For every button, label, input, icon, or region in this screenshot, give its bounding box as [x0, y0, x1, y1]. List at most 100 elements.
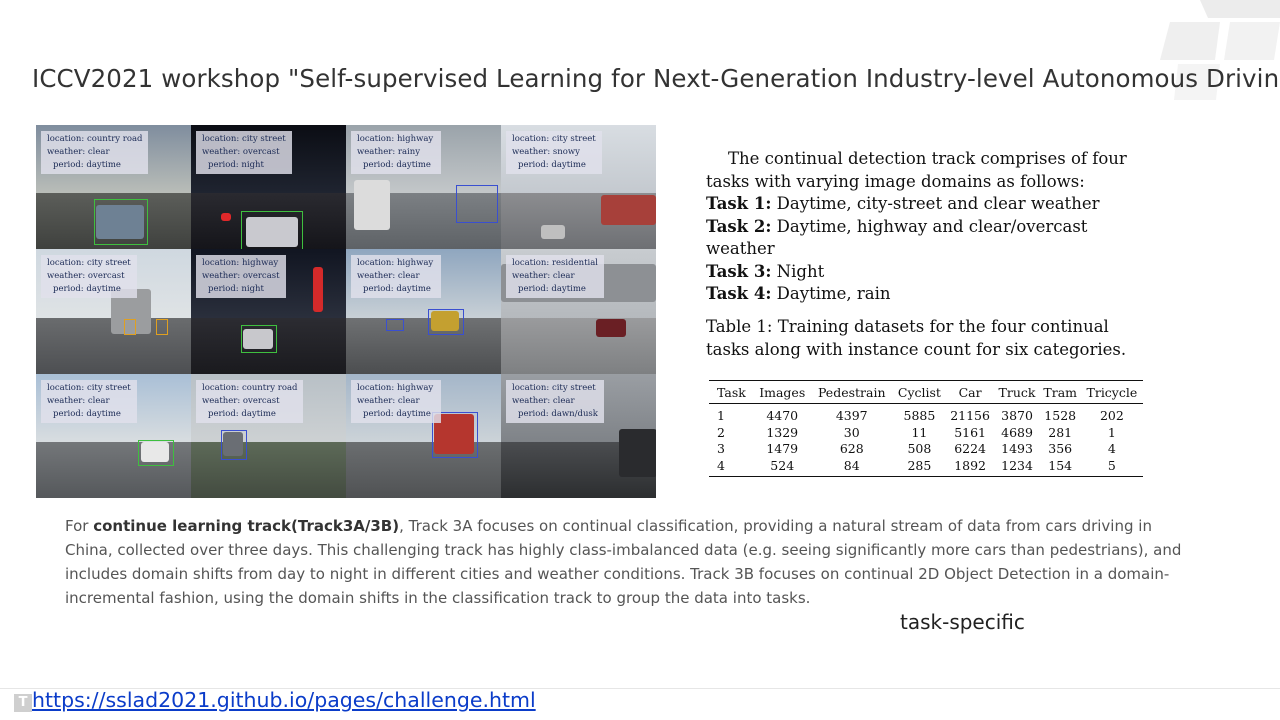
- table-cell: 21156: [950, 408, 990, 423]
- table-cell: 4397: [835, 408, 868, 423]
- table-cell: 1892: [945, 457, 995, 477]
- scene-weather: weather: clear: [512, 271, 575, 282]
- table-cell: 356: [1048, 441, 1073, 456]
- challenge-link[interactable]: https://sslad2021.github.io/pages/challe…: [32, 688, 536, 712]
- table-caption: Table 1: Training datasets for the four …: [706, 317, 1127, 359]
- table-cell: 281: [1048, 424, 1073, 440]
- table-cell: 202: [1099, 408, 1124, 423]
- table-cell: 5: [1080, 457, 1143, 477]
- scene-location: location: highway: [357, 382, 434, 393]
- paragraph-prefix: For: [65, 517, 94, 535]
- scene-weather: weather: clear: [512, 395, 575, 406]
- table-header-cell: Images: [754, 380, 811, 404]
- table-cell: 1234: [994, 457, 1040, 477]
- task-text: Daytime, highway and clear/overcast weat…: [706, 216, 1088, 259]
- table-cell: 1329: [766, 424, 799, 440]
- scene-label: location: highway weather: rainy period:…: [351, 131, 441, 174]
- table-cell: 30: [843, 424, 860, 440]
- scene-period: period: night: [208, 284, 264, 295]
- table-cell: 6224: [954, 441, 986, 456]
- scene-period: period: daytime: [518, 160, 586, 170]
- scene-period: period: daytime: [53, 284, 121, 295]
- scene-label: location: city street weather: clear per…: [41, 379, 137, 423]
- table-header-cell: Tram: [1039, 380, 1081, 404]
- text-frame-icon: T: [14, 694, 32, 712]
- table-cell: 1: [717, 408, 725, 423]
- scene-tile: location: residential weather: clear per…: [501, 249, 656, 374]
- scene-period: period: daytime: [53, 160, 121, 170]
- scene-period: period: daytime: [363, 408, 431, 419]
- table-row: 4 524 84 285 1892 1234 154 5: [709, 457, 1143, 477]
- scene-location: location: residential: [512, 258, 598, 269]
- scene-label: location: country road weather: clear pe…: [41, 131, 149, 174]
- table-cell: 11: [911, 424, 928, 440]
- scene-tile: location: country road weather: clear pe…: [36, 125, 191, 250]
- scene-location: location: city street: [47, 258, 131, 269]
- scene-period: period: daytime: [208, 408, 276, 419]
- table-cell: 5885: [903, 408, 936, 423]
- task-specific-note: task-specific: [900, 610, 1025, 634]
- scene-tile: location: city street weather: clear per…: [501, 373, 656, 498]
- table-cell: 628: [839, 441, 864, 456]
- driving-scene-grid: location: country road weather: clear pe…: [36, 125, 656, 498]
- corner-logo-decoration: [1160, 0, 1280, 100]
- table-header-cell: Truck: [994, 380, 1040, 404]
- scene-tile: location: highway weather: clear period:…: [346, 249, 501, 374]
- scene-weather: weather: rainy: [357, 147, 421, 157]
- scene-tile: location: city street weather: overcast …: [36, 249, 191, 374]
- slide-title: ICCV2021 workshop "Self-supervised Learn…: [32, 64, 1280, 93]
- scene-period: period: daytime: [518, 284, 586, 295]
- scene-period: period: night: [208, 160, 264, 170]
- scene-tile: location: highway weather: overcast peri…: [191, 249, 346, 374]
- table-header-cell: Cyclist: [893, 380, 946, 404]
- scene-label: location: country road weather: overcast…: [196, 379, 304, 423]
- table-cell: 2: [717, 424, 725, 440]
- table-header-cell: Tricycle: [1080, 380, 1143, 404]
- table-header-cell: Car: [945, 380, 995, 404]
- task-label: Task 3:: [706, 261, 772, 281]
- task-label: Task 2:: [706, 216, 772, 236]
- scene-tile: location: city street weather: clear per…: [36, 373, 191, 498]
- scene-label: location: highway weather: clear period:…: [351, 255, 441, 299]
- scene-period: period: dawn/dusk: [518, 408, 598, 419]
- table-header-cell: Task: [709, 380, 755, 404]
- scene-location: location: city street: [512, 382, 596, 393]
- task-item: Task 3: Night: [706, 261, 1156, 284]
- table-cell: 84: [810, 457, 894, 477]
- table-cell: 285: [893, 457, 946, 477]
- paragraph-rest: , Track 3A focuses on continual classifi…: [65, 517, 1182, 607]
- scene-weather: weather: overcast: [202, 147, 280, 157]
- footer-divider: [0, 688, 1280, 689]
- table-header-row: Task Images Pedestrain Cyclist Car Truck…: [709, 380, 1143, 404]
- table-cell: 4: [709, 457, 755, 477]
- dataset-table: Task Images Pedestrain Cyclist Car Truck…: [709, 380, 1143, 477]
- scene-tile: location: country road weather: overcast…: [191, 373, 346, 498]
- description-intro: The continual detection track comprises …: [706, 149, 1127, 191]
- task-text: Daytime, rain: [771, 284, 891, 303]
- table-row: 3 1479 628 508 6224 1493 356 4: [709, 441, 1143, 458]
- table-cell: 4470: [766, 408, 799, 423]
- scene-location: location: highway: [357, 134, 434, 144]
- scene-weather: weather: overcast: [202, 271, 280, 282]
- table-cell: 524: [754, 457, 811, 477]
- scene-location: location: highway: [357, 258, 434, 269]
- scene-label: location: city street weather: clear per…: [506, 379, 604, 423]
- task-item: Task 4: Daytime, rain: [706, 283, 1156, 306]
- track-description: The continual detection track comprises …: [706, 148, 1156, 306]
- table-cell: 3: [717, 441, 725, 456]
- task-text: Daytime, city-street and clear weather: [771, 194, 1100, 213]
- table-cell: 4: [1107, 441, 1116, 456]
- table-cell: 1479: [766, 441, 799, 456]
- scene-weather: weather: overcast: [202, 395, 280, 406]
- scene-period: period: daytime: [53, 408, 121, 419]
- scene-label: location: city street weather: overcast …: [196, 131, 292, 174]
- scene-tile: location: city street weather: snowy per…: [501, 125, 656, 250]
- task-label: Task 4:: [706, 284, 772, 303]
- scene-weather: weather: overcast: [47, 271, 125, 282]
- task-label: Task 1:: [706, 194, 772, 213]
- table-row: 2 1329 30 11 5161 4689 281 1: [709, 425, 1143, 442]
- scene-weather: weather: clear: [47, 147, 110, 157]
- scene-location: location: city street: [202, 134, 286, 144]
- scene-label: location: highway weather: clear period:…: [351, 379, 441, 423]
- task-item: Task 1: Daytime, city-street and clear w…: [706, 193, 1156, 216]
